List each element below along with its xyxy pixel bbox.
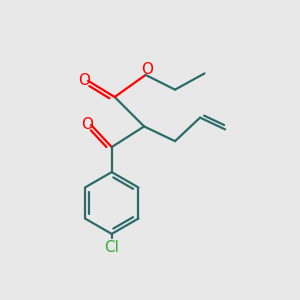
Text: O: O: [81, 118, 93, 133]
Text: Cl: Cl: [104, 240, 119, 255]
Text: O: O: [78, 73, 90, 88]
Text: O: O: [141, 62, 153, 77]
